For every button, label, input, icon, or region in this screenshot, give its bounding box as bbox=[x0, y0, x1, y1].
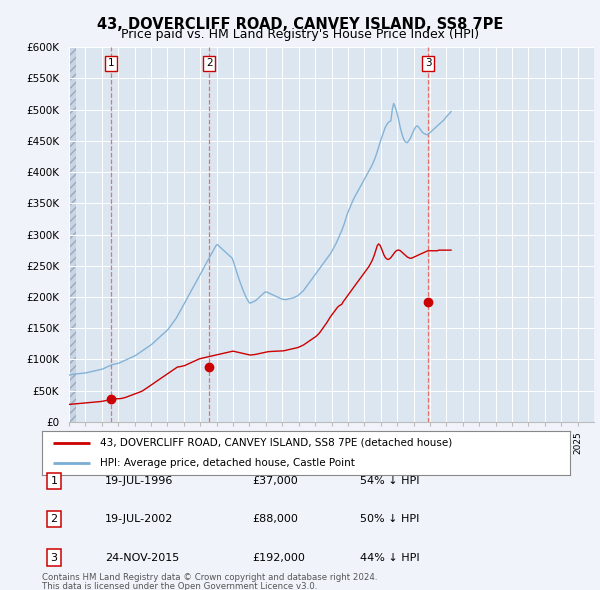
Text: £88,000: £88,000 bbox=[252, 514, 298, 524]
Text: 3: 3 bbox=[425, 58, 431, 68]
Text: 24-NOV-2015: 24-NOV-2015 bbox=[105, 553, 179, 562]
Text: 1: 1 bbox=[107, 58, 114, 68]
Text: 44% ↓ HPI: 44% ↓ HPI bbox=[360, 553, 419, 562]
Text: 19-JUL-2002: 19-JUL-2002 bbox=[105, 514, 173, 524]
Text: This data is licensed under the Open Government Licence v3.0.: This data is licensed under the Open Gov… bbox=[42, 582, 317, 590]
Text: 1: 1 bbox=[50, 476, 58, 486]
Text: £192,000: £192,000 bbox=[252, 553, 305, 562]
Text: 19-JUL-1996: 19-JUL-1996 bbox=[105, 476, 173, 486]
Bar bbox=[69, 47, 76, 422]
Text: 2: 2 bbox=[206, 58, 212, 68]
Text: 54% ↓ HPI: 54% ↓ HPI bbox=[360, 476, 419, 486]
Text: 2: 2 bbox=[50, 514, 58, 524]
Text: £37,000: £37,000 bbox=[252, 476, 298, 486]
Text: HPI: Average price, detached house, Castle Point: HPI: Average price, detached house, Cast… bbox=[100, 458, 355, 468]
Text: 43, DOVERCLIFF ROAD, CANVEY ISLAND, SS8 7PE (detached house): 43, DOVERCLIFF ROAD, CANVEY ISLAND, SS8 … bbox=[100, 438, 452, 448]
Bar bbox=[69, 47, 76, 422]
Text: Price paid vs. HM Land Registry's House Price Index (HPI): Price paid vs. HM Land Registry's House … bbox=[121, 28, 479, 41]
Text: Contains HM Land Registry data © Crown copyright and database right 2024.: Contains HM Land Registry data © Crown c… bbox=[42, 573, 377, 582]
Text: 50% ↓ HPI: 50% ↓ HPI bbox=[360, 514, 419, 524]
Text: 43, DOVERCLIFF ROAD, CANVEY ISLAND, SS8 7PE: 43, DOVERCLIFF ROAD, CANVEY ISLAND, SS8 … bbox=[97, 17, 503, 31]
Text: 3: 3 bbox=[50, 553, 58, 562]
